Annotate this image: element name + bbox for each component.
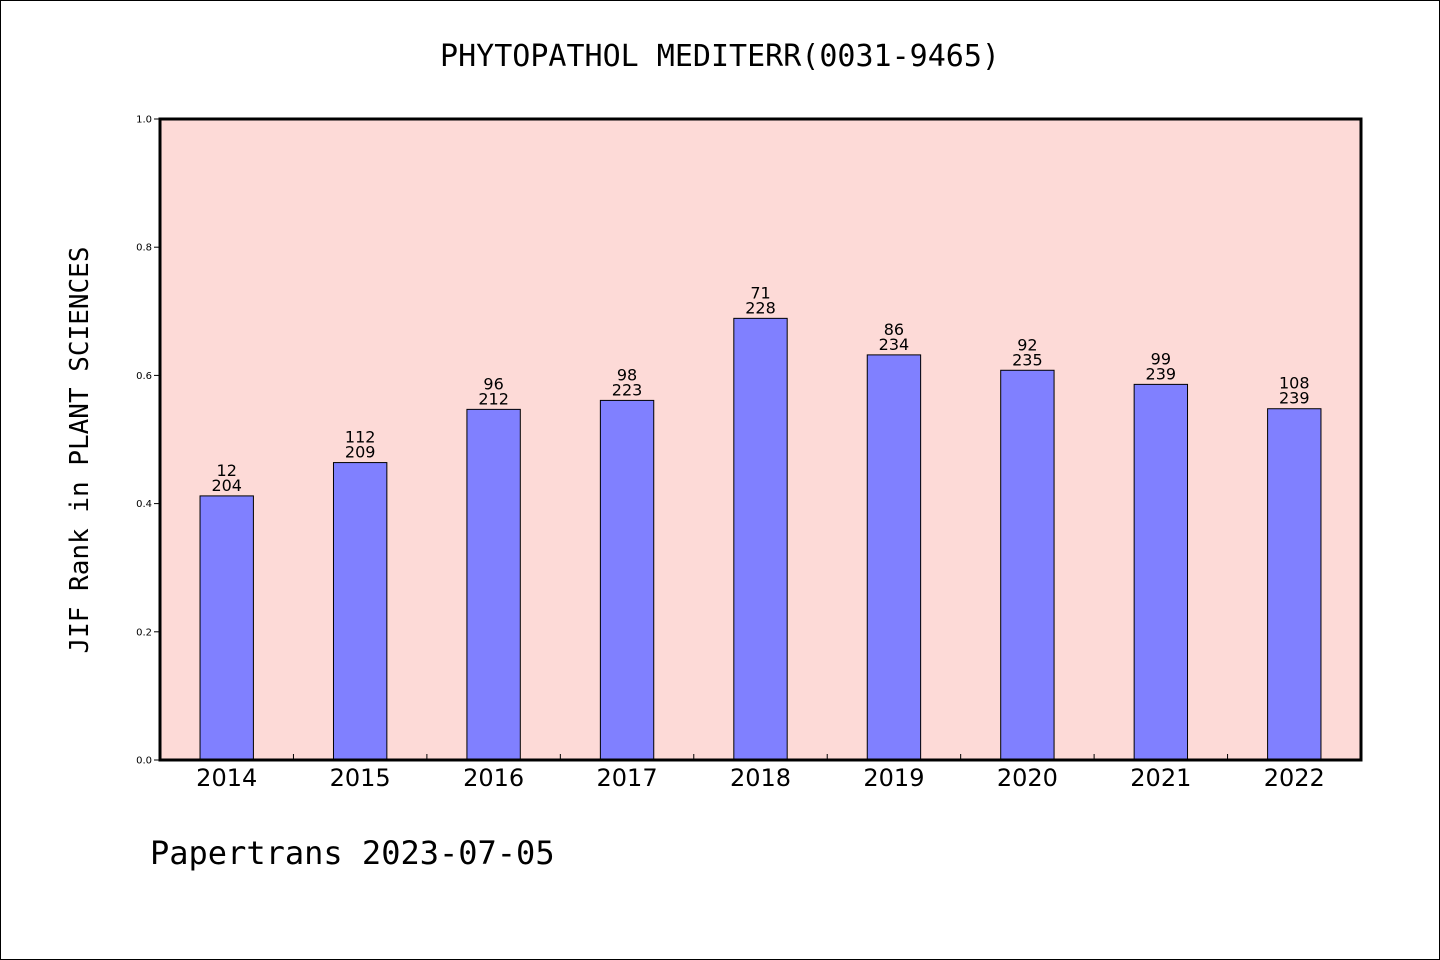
bar-rank-label: 98 <box>617 365 637 384</box>
x-tick-label: 2021 <box>1130 764 1191 792</box>
bar-rank-label: 96 <box>483 374 503 393</box>
bar-2018 <box>733 317 788 761</box>
plot-border <box>158 117 1363 762</box>
y-axis-label: JIF Rank in PLANT SCIENCES <box>65 247 95 654</box>
y-tick-label: 0.4 <box>136 499 152 510</box>
bar-rank-label: 92 <box>1017 335 1037 354</box>
bar-2014 <box>199 495 254 761</box>
x-tick-label: 2019 <box>863 764 924 792</box>
bar-total-label: 234 <box>879 335 910 354</box>
bar-2022 <box>1267 408 1322 761</box>
bar-total-label: 228 <box>745 298 776 317</box>
bar-rank-label: 112 <box>345 428 376 447</box>
bar-2015 <box>332 462 388 761</box>
bar-rank-label: 86 <box>884 320 904 339</box>
chart-title: PHYTOPATHOL MEDITERR(0031-9465) <box>440 39 1000 74</box>
bar-rank-label: 108 <box>1279 374 1310 393</box>
bar-rank-label: 99 <box>1151 349 1171 368</box>
bar-2021 <box>1133 383 1189 761</box>
footer-text: Papertrans 2023-07-05 <box>150 834 555 872</box>
axis-group: 0.0 0.2 0.4 0.6 0.8 1.0 2014 2015 2016 2017 2018 20… <box>136 115 1325 793</box>
bar-total-label: 239 <box>1146 364 1177 383</box>
bar-rank-label: 12 <box>217 461 237 480</box>
bar-total-label: 204 <box>211 476 242 495</box>
bar-total-label: 209 <box>345 443 376 462</box>
bar-2016 <box>466 408 521 761</box>
bar-2019 <box>866 354 922 761</box>
x-tick-label: 2016 <box>463 764 524 792</box>
bar-total-label: 212 <box>478 389 509 408</box>
x-tick-label: 2014 <box>196 764 257 792</box>
y-tick-label: 0.8 <box>136 243 152 254</box>
x-tick-label: 2018 <box>730 764 791 792</box>
x-tick-label: 2020 <box>997 764 1058 792</box>
x-tick-label: 2017 <box>597 764 658 792</box>
y-tick-label: 1.0 <box>136 115 152 126</box>
bar-2020 <box>1000 369 1055 761</box>
y-tick-label: 0.6 <box>136 371 152 382</box>
bar-total-label: 235 <box>1012 350 1043 369</box>
y-tick-label: 0.2 <box>136 627 152 638</box>
bar-2017 <box>599 399 655 761</box>
x-tick-label: 2022 <box>1264 764 1325 792</box>
x-tick-label: 2015 <box>330 764 391 792</box>
bar-rank-label: 71 <box>750 283 770 302</box>
bar-total-label: 239 <box>1279 389 1310 408</box>
bar-total-label: 223 <box>612 380 643 399</box>
y-tick-label: 0.0 <box>136 756 152 767</box>
